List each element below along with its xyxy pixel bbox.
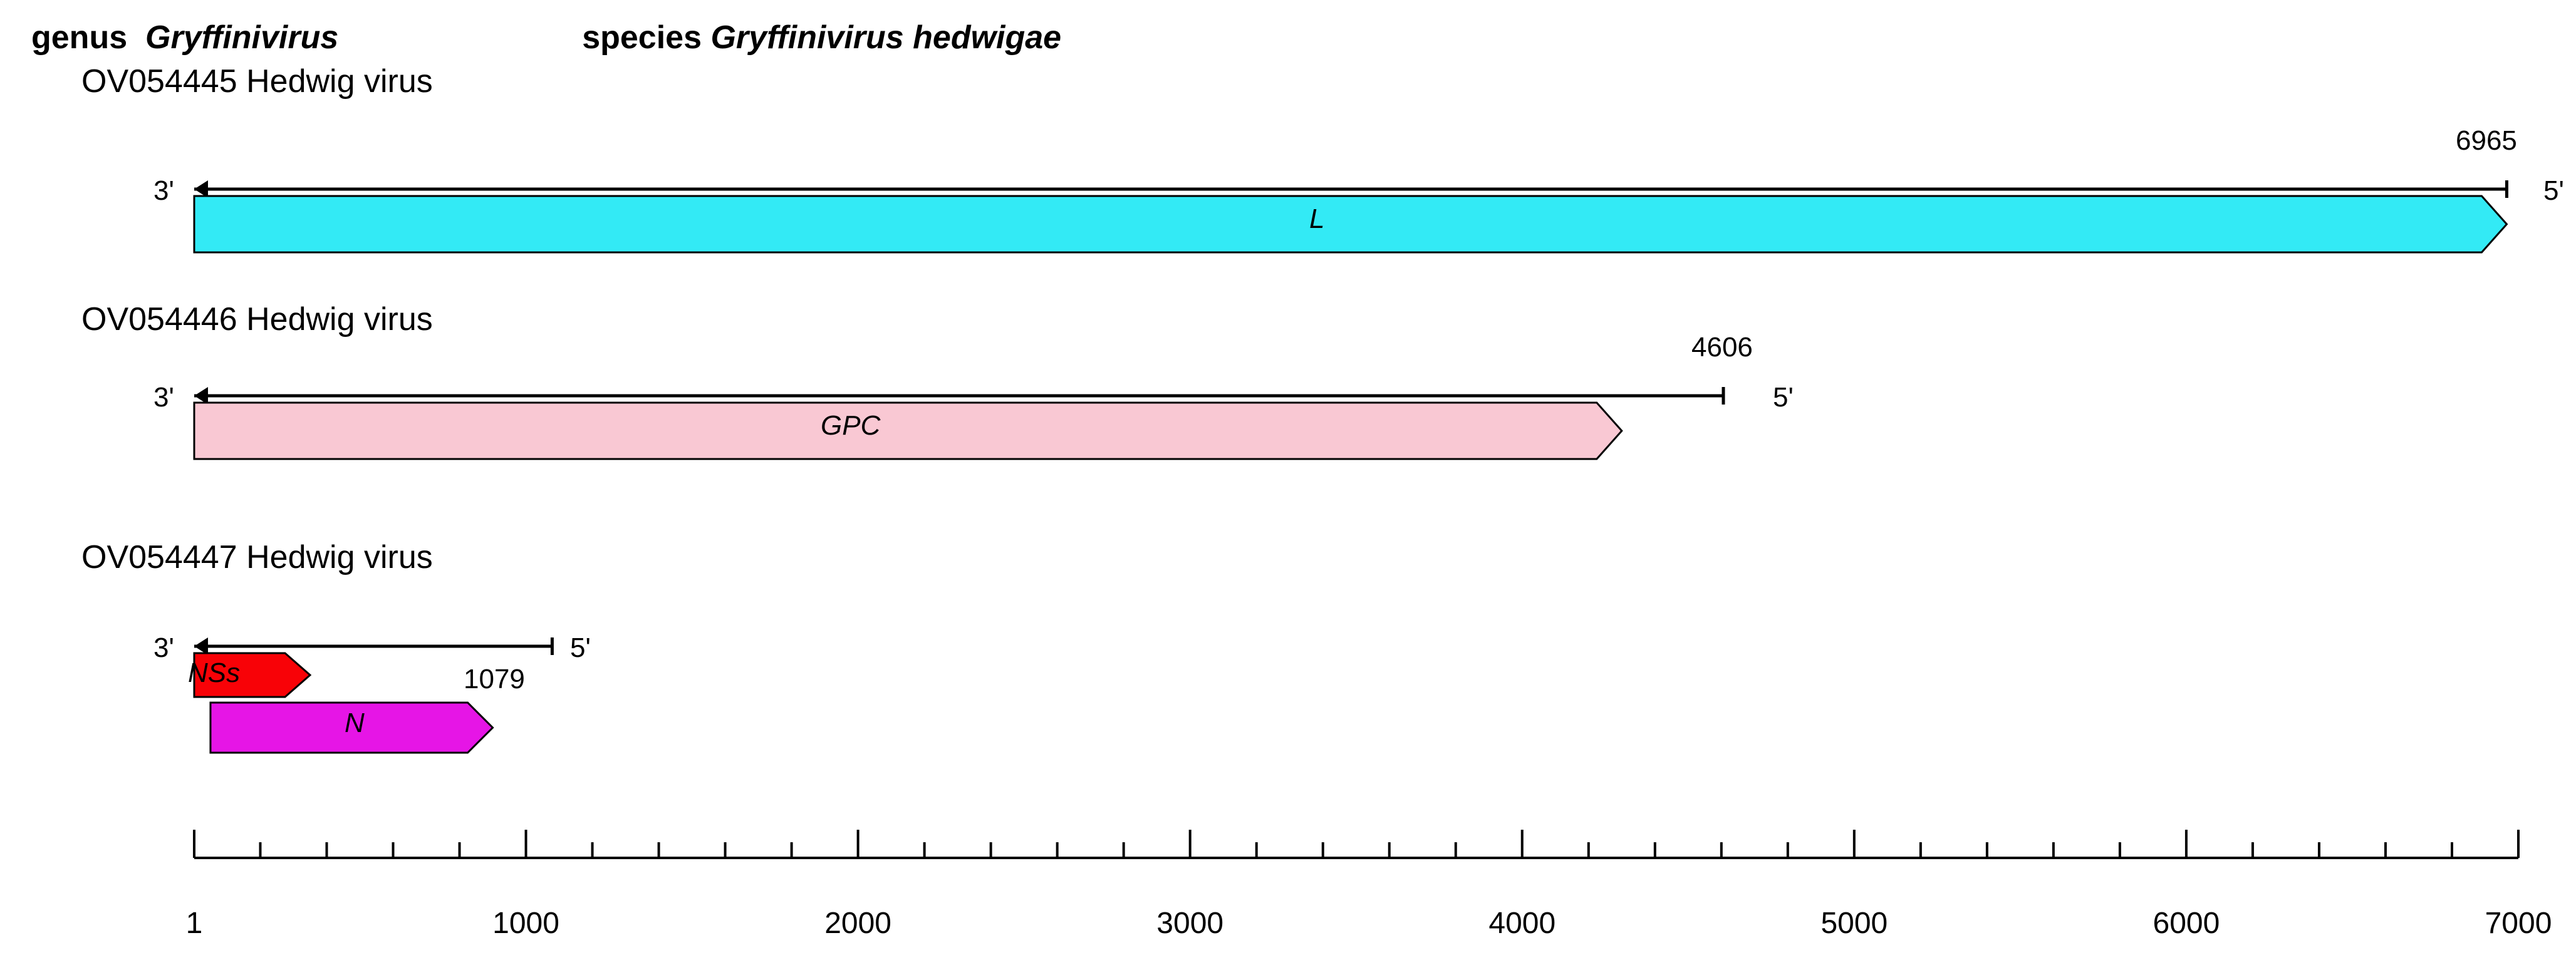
axis-tick-label: 6000	[2153, 907, 2220, 940]
five-prime-2: 5'	[570, 632, 591, 664]
segment-title-0: OV054445 Hedwig virus	[81, 63, 433, 100]
segment-title-2: OV054447 Hedwig virus	[81, 539, 433, 576]
five-prime-1: 5'	[1773, 382, 1794, 413]
axis-tick-label: 3000	[1156, 907, 1223, 940]
gene-L: L	[1309, 204, 1324, 235]
gene-GPC: GPC	[821, 410, 880, 441]
axis-tick-label: 7000	[2485, 907, 2552, 940]
gene-NSs: NSs	[188, 658, 240, 689]
axis-tick-label: 1000	[492, 907, 559, 940]
chart-svg: 1 1000 2000 3000 4000 5000 6000 7000	[0, 0, 2576, 975]
gene-N: N	[345, 708, 365, 739]
segment-length-2: 1079	[464, 664, 525, 695]
genome-diagram: genus Gryffinivirus species Gryffiniviru…	[0, 0, 2576, 975]
three-prime-2: 3'	[153, 632, 174, 664]
segment-title-1: OV054446 Hedwig virus	[81, 301, 433, 338]
five-prime-0: 5'	[2543, 175, 2564, 207]
axis-tick-label: 4000	[1488, 907, 1555, 940]
three-prime-1: 3'	[153, 382, 174, 413]
segment-length-0: 6965	[2456, 125, 2517, 157]
axis-tick-label: 1	[186, 907, 203, 940]
three-prime-0: 3'	[153, 175, 174, 207]
axis-tick-label: 5000	[1820, 907, 1888, 940]
segment-length-1: 4606	[1691, 332, 1753, 363]
axis-tick-label: 2000	[824, 907, 891, 940]
